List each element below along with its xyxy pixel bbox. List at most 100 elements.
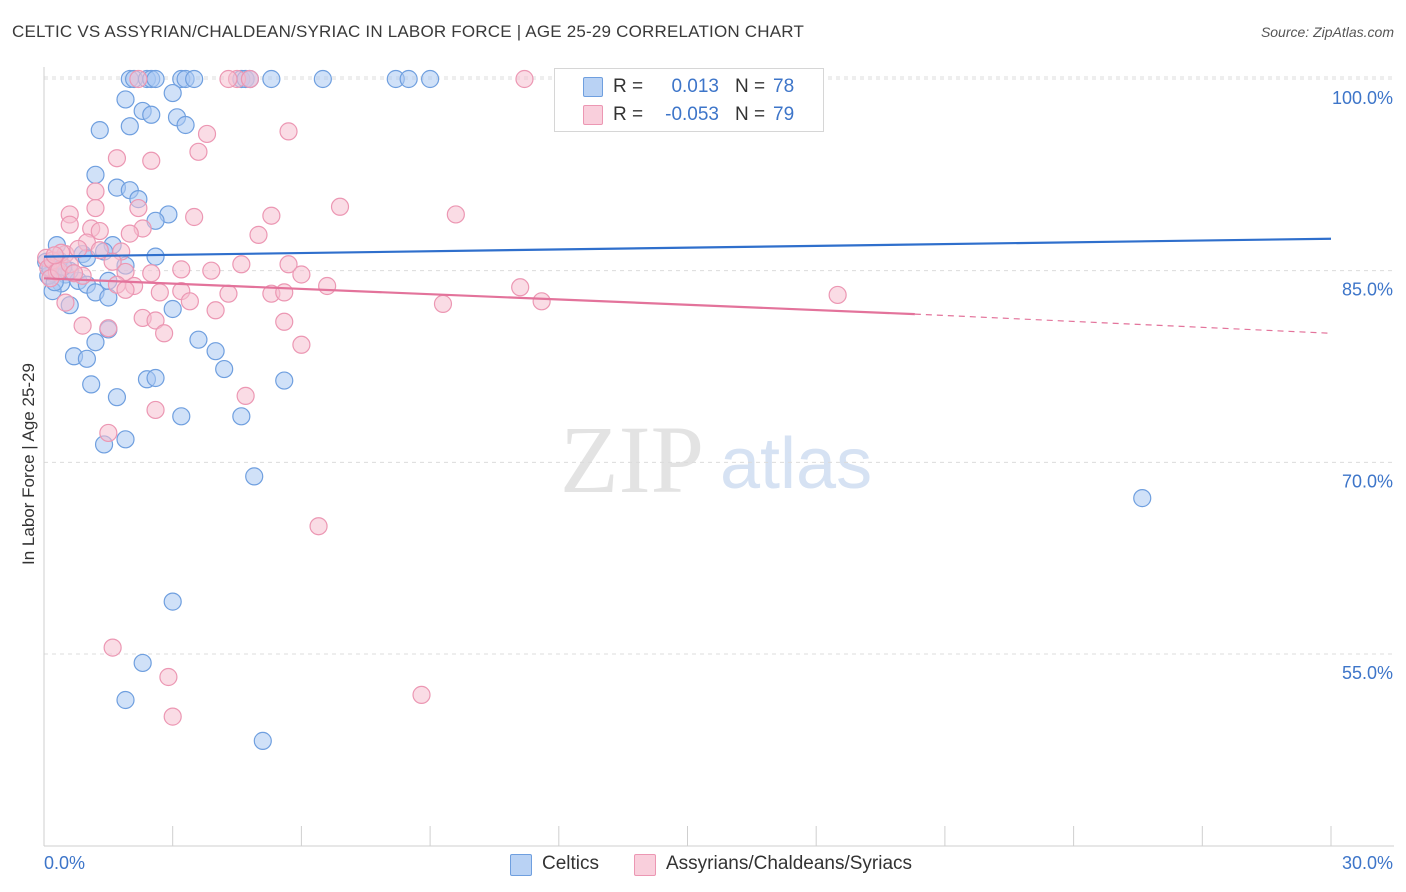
celtics-point <box>142 105 161 124</box>
assyrians-point <box>103 638 122 657</box>
assyrians-point <box>86 182 105 201</box>
assyrians-point <box>433 294 453 313</box>
celtics-point <box>163 83 182 103</box>
celtics-point <box>163 299 182 319</box>
y-tick-label: 55.0% <box>1342 663 1393 683</box>
assyrians-point <box>279 255 298 274</box>
assyrians-point <box>532 292 551 311</box>
celtics-point <box>262 69 281 89</box>
assyrians-point <box>828 285 847 305</box>
assyrians-point <box>275 312 294 331</box>
r-label: R = <box>613 104 644 125</box>
assyrians-point <box>412 685 431 704</box>
celtics-point <box>189 330 208 349</box>
celtics-point <box>116 690 135 710</box>
axes <box>43 67 1394 847</box>
assyrians-point <box>219 69 238 89</box>
assyrians-point <box>219 284 238 303</box>
celtics-point <box>120 117 139 136</box>
assyrians-point <box>172 260 191 279</box>
assyrians-point <box>116 262 135 282</box>
x-tick-label: 30.0% <box>1342 853 1393 873</box>
assyrians-point <box>163 707 182 726</box>
celtics-point <box>245 467 264 486</box>
assyrians-point <box>129 69 148 89</box>
assyrians-point <box>142 151 161 170</box>
n-value: 79 <box>773 104 795 125</box>
assyrians-point <box>330 197 350 216</box>
r-value: -0.053 <box>665 104 719 125</box>
axis-labels: 100.0% 85.0% 70.0% 55.0% 0.0% 30.0% In Labor F… <box>19 88 1393 873</box>
celtics-point <box>146 368 165 388</box>
assyrians-point <box>236 386 255 405</box>
stats-row-assyrians: R = -0.053 N = 79 <box>555 100 823 128</box>
assyrians-point <box>146 311 165 330</box>
celtics-point <box>176 115 195 135</box>
chart-title: CELTIC VS ASSYRIAN/CHALDEAN/SYRIAC IN LA… <box>12 22 805 41</box>
assyrians-point <box>129 198 148 218</box>
assyrians-point <box>64 264 84 283</box>
celtics-legend-swatch <box>510 854 532 876</box>
celtics-point <box>86 165 105 184</box>
celtics-point <box>82 375 101 394</box>
r-value: 0.013 <box>671 76 719 97</box>
assyrians-point <box>309 517 328 536</box>
watermark-zip: ZIP <box>560 406 704 513</box>
y-tick-label: 85.0% <box>1342 280 1393 300</box>
correlation-stats-box: R = 0.013 N = 78 R = -0.053 N = 79 <box>554 68 824 132</box>
assyrians-point <box>279 122 298 141</box>
celtics-point <box>172 407 191 426</box>
celtics-point <box>133 653 152 673</box>
celtics-point <box>146 69 165 89</box>
assyrians-point <box>116 280 135 299</box>
source-attribution: Source: ZipAtlas.com <box>1260 24 1394 40</box>
celtics-point <box>86 333 105 352</box>
assyrians-point <box>120 224 139 243</box>
stats-row-celtics: R = 0.013 N = 78 <box>555 72 823 100</box>
assyrians-point <box>99 423 118 443</box>
celtics-point <box>116 90 135 109</box>
assyrians-swatch <box>583 105 603 125</box>
celtics-point <box>90 121 109 140</box>
assyrians-point <box>232 255 251 274</box>
assyrians-point <box>262 206 281 225</box>
celtics-point <box>146 247 165 266</box>
assyrians-point <box>240 69 260 89</box>
assyrians-point <box>159 667 178 687</box>
assyrians-point <box>107 149 127 168</box>
assyrians-point <box>142 264 161 283</box>
x-tick-label: 0.0% <box>44 853 85 873</box>
assyrians-trend-extension <box>914 313 1332 334</box>
watermark-atlas: atlas <box>720 424 872 504</box>
celtics-point <box>206 342 225 361</box>
celtics-swatch <box>583 77 603 97</box>
assyrians-point <box>180 292 199 311</box>
celtics-point <box>185 69 204 89</box>
assyrians-point <box>249 225 268 244</box>
celtics-point <box>77 349 97 368</box>
celtics-point <box>232 407 251 426</box>
gridlines <box>44 76 1394 655</box>
celtics-point <box>99 288 118 307</box>
celtics-point <box>1133 489 1152 508</box>
assyrians-point <box>197 124 217 144</box>
assyrians-point <box>90 221 109 241</box>
trend-lines <box>43 237 1332 334</box>
celtics-point <box>107 388 127 407</box>
assyrians-point <box>69 239 88 259</box>
celtics-point <box>421 69 440 89</box>
celtics-point <box>399 69 418 89</box>
assyrians-point <box>189 142 208 161</box>
assyrians-point <box>185 207 204 227</box>
assyrians-point <box>446 205 465 224</box>
celtics-point <box>313 69 332 89</box>
assyrians-legend-swatch <box>634 854 656 876</box>
assyrians-point <box>99 319 118 338</box>
assyrians-point <box>318 276 337 296</box>
assyrians-point <box>103 252 122 271</box>
celtics-point <box>163 592 182 611</box>
assyrians-point <box>146 400 165 420</box>
assyrians-point <box>202 261 221 280</box>
celtics-trend-line <box>43 237 1332 258</box>
